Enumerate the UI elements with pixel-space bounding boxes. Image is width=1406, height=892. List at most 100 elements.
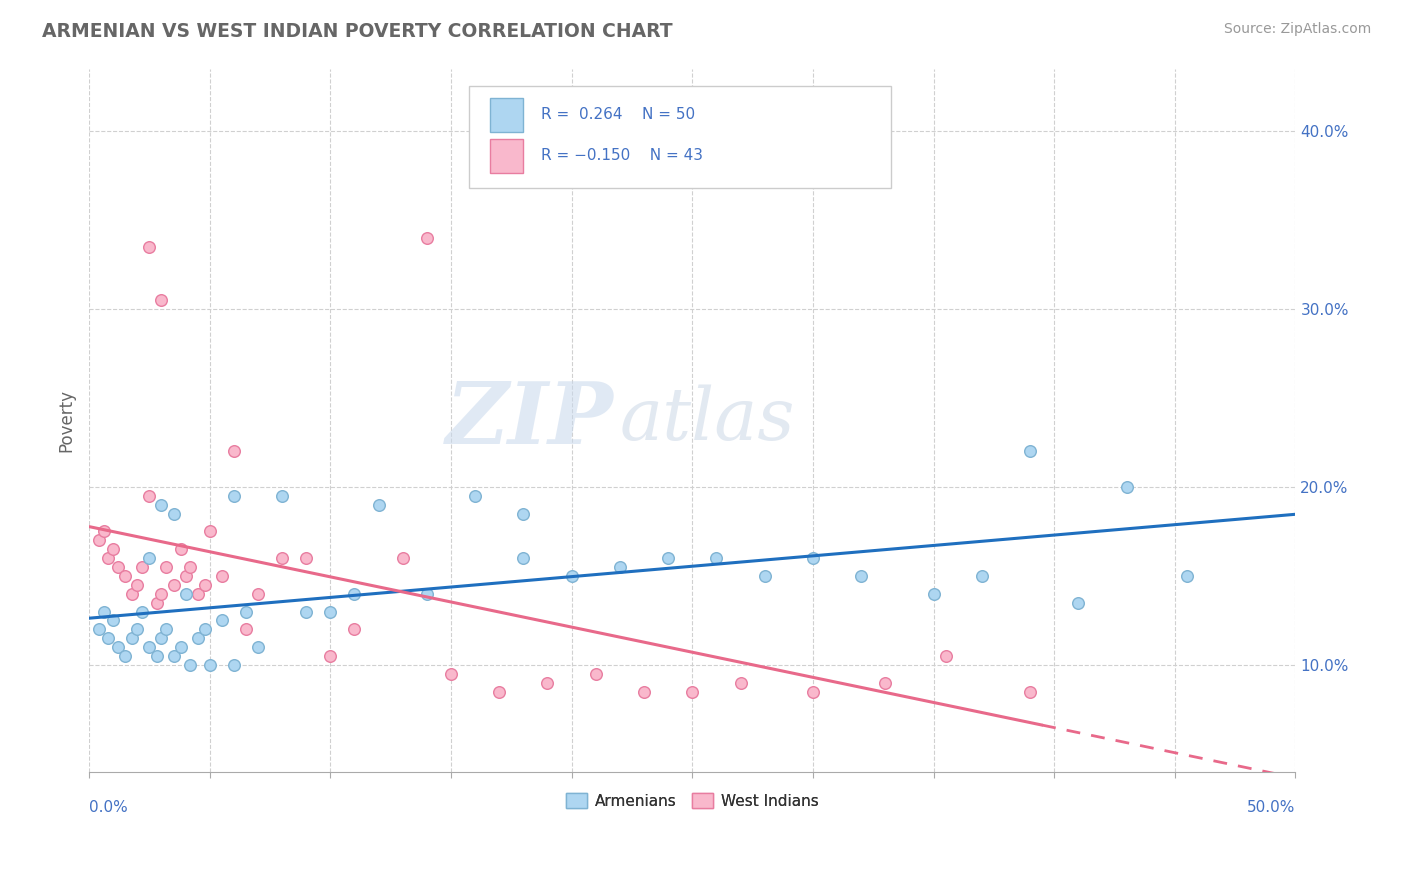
Y-axis label: Poverty: Poverty — [58, 389, 75, 451]
Point — [138, 640, 160, 655]
Point — [138, 551, 160, 566]
Point — [633, 684, 655, 698]
Point — [187, 632, 209, 646]
Point — [1115, 480, 1137, 494]
Point — [198, 524, 221, 539]
Point — [162, 578, 184, 592]
FancyBboxPatch shape — [489, 98, 523, 132]
Point — [416, 587, 439, 601]
Point — [512, 551, 534, 566]
Point — [174, 569, 197, 583]
Point — [235, 623, 257, 637]
Point — [150, 632, 173, 646]
Legend: Armenians, West Indians: Armenians, West Indians — [560, 787, 825, 814]
Point — [222, 657, 245, 672]
Point — [922, 587, 945, 601]
Point — [121, 587, 143, 601]
Point — [585, 666, 607, 681]
Point — [754, 569, 776, 583]
Point — [343, 623, 366, 637]
Point — [103, 614, 125, 628]
Point — [162, 507, 184, 521]
Point — [319, 648, 342, 663]
Point — [127, 623, 149, 637]
Point — [222, 444, 245, 458]
Point — [138, 489, 160, 503]
Point — [235, 605, 257, 619]
Point — [155, 560, 177, 574]
Point — [93, 524, 115, 539]
Point — [194, 623, 217, 637]
Point — [103, 542, 125, 557]
Point — [179, 560, 201, 574]
Point — [131, 605, 153, 619]
Point — [801, 684, 824, 698]
Point — [114, 569, 136, 583]
Point — [512, 507, 534, 521]
Point — [107, 640, 129, 655]
Point — [127, 578, 149, 592]
Point — [246, 640, 269, 655]
Point — [970, 569, 993, 583]
Point — [97, 632, 120, 646]
FancyBboxPatch shape — [470, 87, 891, 188]
Point — [271, 551, 294, 566]
Point — [187, 587, 209, 601]
Point — [179, 657, 201, 672]
Point — [87, 533, 110, 548]
Point — [121, 632, 143, 646]
Point — [706, 551, 728, 566]
Point — [150, 587, 173, 601]
Point — [1067, 596, 1090, 610]
Point — [1019, 444, 1042, 458]
Point — [93, 605, 115, 619]
Point — [1019, 684, 1042, 698]
Point — [150, 293, 173, 307]
Point — [138, 239, 160, 253]
Text: atlas: atlas — [620, 384, 796, 456]
Point — [801, 551, 824, 566]
Point — [295, 605, 318, 619]
Text: ARMENIAN VS WEST INDIAN POVERTY CORRELATION CHART: ARMENIAN VS WEST INDIAN POVERTY CORRELAT… — [42, 22, 673, 41]
FancyBboxPatch shape — [489, 139, 523, 173]
Point — [416, 230, 439, 244]
Point — [170, 542, 193, 557]
Point — [145, 648, 167, 663]
Point — [875, 675, 897, 690]
Point — [849, 569, 872, 583]
Text: ZIP: ZIP — [446, 378, 614, 462]
Point — [464, 489, 486, 503]
Point — [488, 684, 510, 698]
Point — [194, 578, 217, 592]
Text: R =  0.264    N = 50: R = 0.264 N = 50 — [541, 107, 696, 122]
Point — [145, 596, 167, 610]
Point — [222, 489, 245, 503]
Point — [162, 648, 184, 663]
Point — [391, 551, 413, 566]
Text: 50.0%: 50.0% — [1247, 799, 1295, 814]
Point — [107, 560, 129, 574]
Point — [131, 560, 153, 574]
Point — [440, 666, 463, 681]
Point — [170, 640, 193, 655]
Point — [935, 648, 957, 663]
Point — [211, 614, 233, 628]
Text: R = −0.150    N = 43: R = −0.150 N = 43 — [541, 148, 703, 163]
Point — [198, 657, 221, 672]
Point — [536, 675, 558, 690]
Point — [150, 498, 173, 512]
Point — [561, 569, 583, 583]
Point — [246, 587, 269, 601]
Text: 0.0%: 0.0% — [89, 799, 128, 814]
Point — [295, 551, 318, 566]
Point — [609, 560, 631, 574]
Point — [657, 551, 679, 566]
Point — [87, 623, 110, 637]
Point — [343, 587, 366, 601]
Point — [271, 489, 294, 503]
Point — [155, 623, 177, 637]
Point — [319, 605, 342, 619]
Point — [730, 675, 752, 690]
Point — [174, 587, 197, 601]
Text: Source: ZipAtlas.com: Source: ZipAtlas.com — [1223, 22, 1371, 37]
